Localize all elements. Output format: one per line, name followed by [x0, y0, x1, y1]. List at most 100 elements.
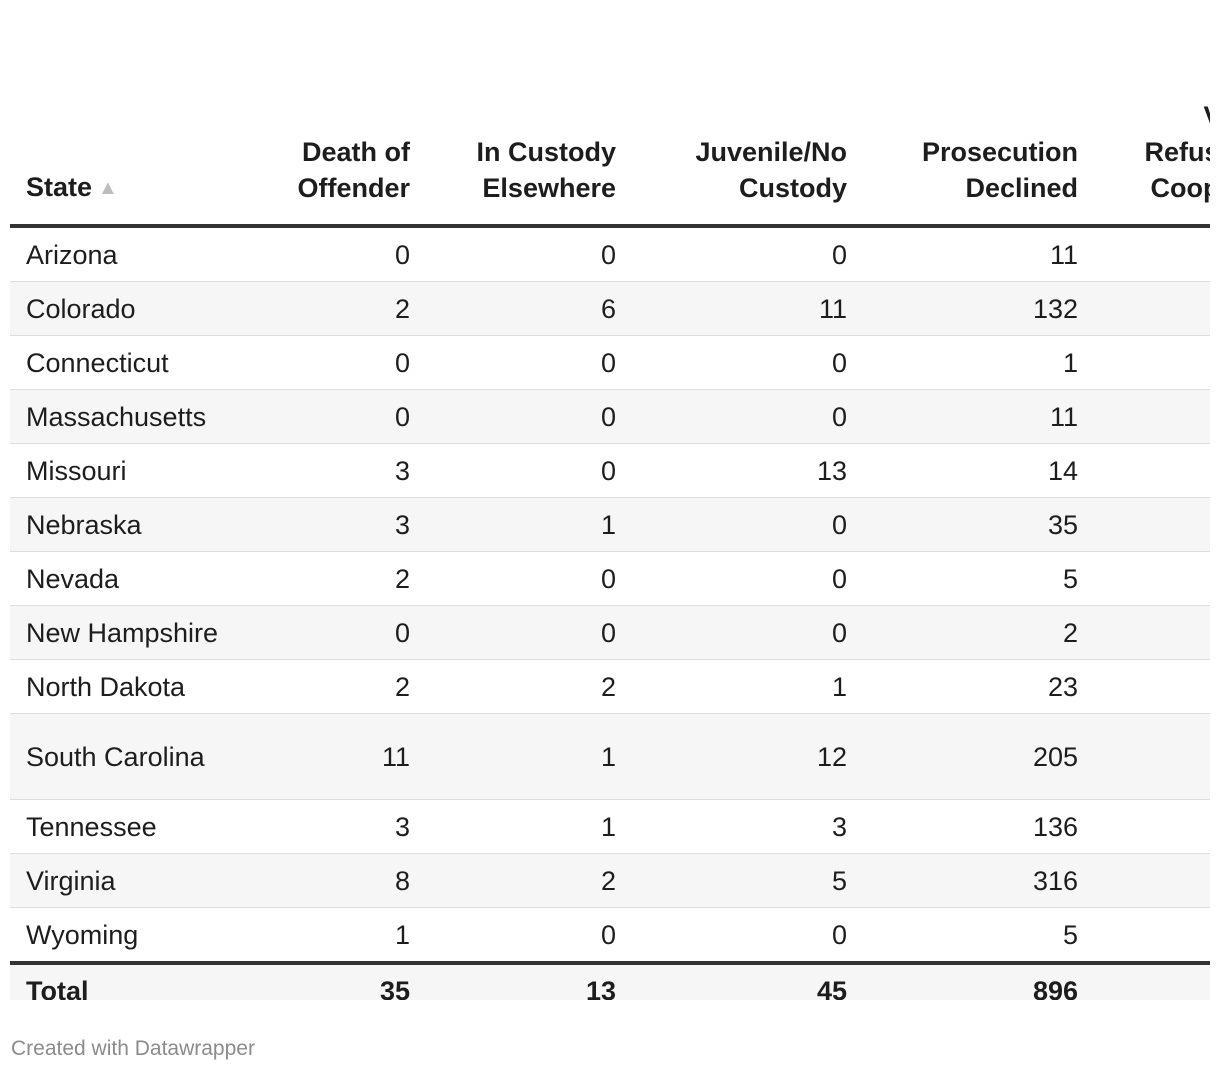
table-row: Nebraska 3 1 0 35: [10, 497, 1210, 552]
cell-prosecution-declined: 11: [847, 226, 1078, 282]
cell-death-of-offender: 3: [240, 443, 410, 498]
data-table: State ▲ Death of Offender In Custody Else…: [10, 0, 1210, 1000]
total-prosecution-declined: 896: [847, 961, 1078, 1000]
cell-death-of-offender: 3: [240, 497, 410, 552]
cell-victim-refused: [1078, 497, 1210, 552]
column-header-label: Victim Refused to Cooperate: [1144, 101, 1210, 203]
cell-victim-refused: [1078, 853, 1210, 908]
table-row: New Hampshire 0 0 0 2: [10, 605, 1210, 660]
cell-state: Connecticut: [10, 335, 240, 390]
cell-death-of-offender: 0: [240, 605, 410, 660]
column-header-death-of-offender[interactable]: Death of Offender: [240, 0, 410, 228]
table-row: Tennessee 3 1 3 136: [10, 799, 1210, 854]
cell-juvenile-no-custody: 0: [616, 497, 847, 552]
datawrapper-credit[interactable]: Created with Datawrapper: [11, 1037, 255, 1060]
cell-victim-refused: [1078, 799, 1210, 854]
cell-in-custody-elsewhere: 0: [410, 389, 616, 444]
cell-in-custody-elsewhere: 1: [410, 713, 616, 800]
table-body: Arizona 0 0 0 11 Colorado 2 6 11 132 Connecticut 0 0…: [10, 226, 1210, 964]
sort-ascending-icon[interactable]: ▲: [98, 177, 118, 199]
table-row: North Dakota 2 2 1 23: [10, 659, 1210, 714]
total-in-custody-elsewhere: 13: [410, 961, 616, 1000]
cell-state: North Dakota: [10, 659, 240, 714]
cell-state: Nebraska: [10, 497, 240, 552]
cell-prosecution-declined: 316: [847, 853, 1078, 908]
cell-prosecution-declined: 5: [847, 907, 1078, 964]
table-row: Wyoming 1 0 0 5: [10, 907, 1210, 964]
cell-juvenile-no-custody: 0: [616, 907, 847, 964]
cell-victim-refused: [1078, 907, 1210, 964]
cell-state: Missouri: [10, 443, 240, 498]
total-juvenile-no-custody: 45: [616, 961, 847, 1000]
cell-prosecution-declined: 136: [847, 799, 1078, 854]
column-header-label: Death of Offender: [297, 137, 410, 203]
column-header-label: In Custody Elsewhere: [476, 137, 617, 203]
table-row: Colorado 2 6 11 132: [10, 281, 1210, 336]
cell-death-of-offender: 11: [240, 713, 410, 800]
table-container: State ▲ Death of Offender In Custody Else…: [10, 0, 1210, 1000]
cell-juvenile-no-custody: 1: [616, 659, 847, 714]
cell-victim-refused: [1078, 605, 1210, 660]
cell-in-custody-elsewhere: 0: [410, 226, 616, 282]
total-death-of-offender: 35: [240, 961, 410, 1000]
cell-victim-refused: [1078, 389, 1210, 444]
column-header-label: Prosecution Declined: [921, 137, 1078, 203]
cell-state: Colorado: [10, 281, 240, 336]
column-header-in-custody-elsewhere[interactable]: In Custody Elsewhere: [410, 0, 617, 228]
column-header-label: Juvenile/No Custody: [695, 137, 847, 203]
cell-victim-refused: [1078, 551, 1210, 606]
table-row: Virginia 8 2 5 316: [10, 853, 1210, 908]
column-header-prosecution-declined[interactable]: Prosecution Declined: [847, 0, 1078, 228]
cell-prosecution-declined: 205: [847, 713, 1078, 800]
cell-in-custody-elsewhere: 6: [410, 281, 616, 336]
cell-state: New Hampshire: [10, 605, 240, 660]
column-header-victim-refused[interactable]: Victim Refused to Cooperate: [1078, 0, 1210, 228]
cell-juvenile-no-custody: 0: [616, 335, 847, 390]
column-header-label: State: [26, 172, 93, 202]
total-row: Total 35 13 45 896: [10, 961, 1210, 1000]
cell-state: Massachusetts: [10, 389, 240, 444]
cell-death-of-offender: 0: [240, 226, 410, 282]
cell-juvenile-no-custody: 5: [616, 853, 847, 908]
cell-prosecution-declined: 35: [847, 497, 1078, 552]
cell-prosecution-declined: 23: [847, 659, 1078, 714]
cell-victim-refused: [1078, 281, 1210, 336]
cell-death-of-offender: 3: [240, 799, 410, 854]
cell-state: Arizona: [10, 226, 240, 282]
cell-death-of-offender: 2: [240, 551, 410, 606]
cell-juvenile-no-custody: 0: [616, 389, 847, 444]
cell-state: Virginia: [10, 853, 240, 908]
cell-victim-refused: [1078, 659, 1210, 714]
cell-death-of-offender: 2: [240, 281, 410, 336]
cell-victim-refused: [1078, 443, 1210, 498]
total-victim-refused: [1078, 961, 1210, 1000]
table-row: Missouri 3 0 13 14: [10, 443, 1210, 498]
table-row: Arizona 0 0 0 11: [10, 226, 1210, 282]
table-row: Massachusetts 0 0 0 11: [10, 389, 1210, 444]
cell-victim-refused: [1078, 226, 1210, 282]
cell-death-of-offender: 0: [240, 335, 410, 390]
cell-juvenile-no-custody: 13: [616, 443, 847, 498]
column-header-juvenile-no-custody[interactable]: Juvenile/No Custody: [616, 0, 847, 228]
cell-prosecution-declined: 14: [847, 443, 1078, 498]
cell-juvenile-no-custody: 0: [616, 605, 847, 660]
cell-in-custody-elsewhere: 1: [410, 497, 616, 552]
cell-prosecution-declined: 11: [847, 389, 1078, 444]
column-header-state[interactable]: State ▲: [10, 0, 240, 228]
cell-death-of-offender: 0: [240, 389, 410, 444]
cell-juvenile-no-custody: 3: [616, 799, 847, 854]
cell-in-custody-elsewhere: 0: [410, 443, 616, 498]
cell-in-custody-elsewhere: 0: [410, 551, 616, 606]
cell-prosecution-declined: 132: [847, 281, 1078, 336]
cell-juvenile-no-custody: 0: [616, 226, 847, 282]
cell-death-of-offender: 2: [240, 659, 410, 714]
cell-prosecution-declined: 1: [847, 335, 1078, 390]
cell-in-custody-elsewhere: 1: [410, 799, 616, 854]
table-row: South Carolina 11 1 12 205: [10, 713, 1210, 800]
cell-in-custody-elsewhere: 0: [410, 907, 616, 964]
cell-in-custody-elsewhere: 0: [410, 335, 616, 390]
cell-death-of-offender: 8: [240, 853, 410, 908]
cell-victim-refused: [1078, 713, 1210, 800]
cell-in-custody-elsewhere: 0: [410, 605, 616, 660]
cell-prosecution-declined: 5: [847, 551, 1078, 606]
